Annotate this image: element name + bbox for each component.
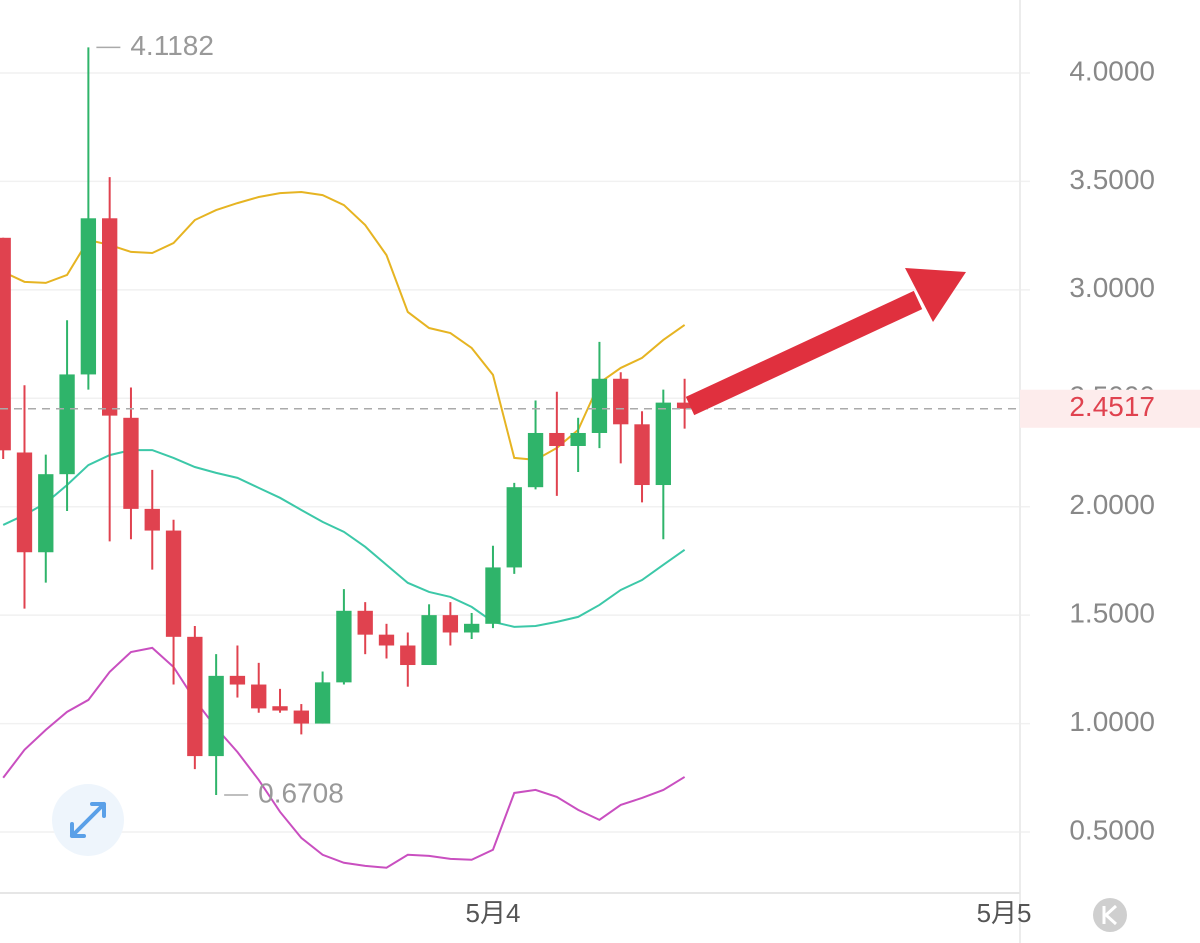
candle-body (0, 237, 11, 451)
candle-body (655, 402, 671, 486)
y-tick-label: 3.5000 (1069, 164, 1155, 195)
candle-body (613, 378, 629, 425)
candle-body (634, 424, 650, 486)
candle-body (464, 623, 480, 633)
candle-body (123, 417, 139, 509)
arrow-shaft (685, 290, 923, 416)
candle-body (38, 474, 54, 553)
x-tick-label: 5月5 (977, 898, 1032, 928)
candle-body (400, 645, 416, 666)
candle-body (378, 634, 395, 646)
candle-body (549, 432, 565, 446)
last-price-bg (1020, 389, 1200, 428)
x-tick-label: 5月4 (466, 898, 521, 928)
plot (0, 46, 1020, 869)
candle-body (336, 610, 352, 683)
candle-body (59, 374, 75, 475)
candle-body (293, 710, 309, 724)
extreme-label: 4.1182 (130, 30, 214, 61)
candle-body (251, 684, 267, 709)
candle-body (229, 675, 246, 685)
band-line (2, 646, 686, 869)
candle-body (527, 432, 544, 488)
candle-body (357, 610, 373, 635)
candle-body (591, 378, 608, 433)
candle-body (165, 530, 182, 637)
trend-arrow (685, 268, 966, 416)
candle-body (676, 402, 693, 409)
candle-body (314, 682, 331, 724)
y-tick-label: 3.0000 (1069, 272, 1155, 303)
candle-body (16, 452, 33, 553)
y-tick-label: 0.5000 (1069, 814, 1155, 845)
y-tick-label: 4.0000 (1069, 55, 1155, 86)
candle-body (421, 615, 437, 666)
candle-body (506, 487, 522, 568)
candle-body (272, 706, 288, 711)
candle-body (485, 567, 501, 624)
y-tick-label: 2.0000 (1069, 489, 1155, 520)
candle-body (208, 675, 224, 757)
candle-body (442, 615, 459, 633)
extreme-label: 0.6708 (258, 777, 344, 808)
candle-body (144, 508, 160, 531)
candle-body (80, 218, 97, 375)
expand-icon[interactable] (70, 802, 106, 838)
expand-button[interactable] (52, 784, 124, 856)
y-tick-label: 1.0000 (1069, 706, 1155, 737)
kline-button[interactable] (1093, 898, 1127, 932)
band-line (2, 449, 686, 628)
candle-body (102, 218, 118, 416)
kline-button-bg[interactable] (1093, 898, 1127, 932)
candle-body (570, 432, 586, 446)
arrow-head (905, 268, 966, 322)
kline-icon[interactable] (1102, 904, 1118, 926)
last-price-label: 2.4517 (1069, 391, 1155, 422)
y-tick-label: 1.5000 (1069, 598, 1155, 629)
candle-body (187, 636, 203, 757)
